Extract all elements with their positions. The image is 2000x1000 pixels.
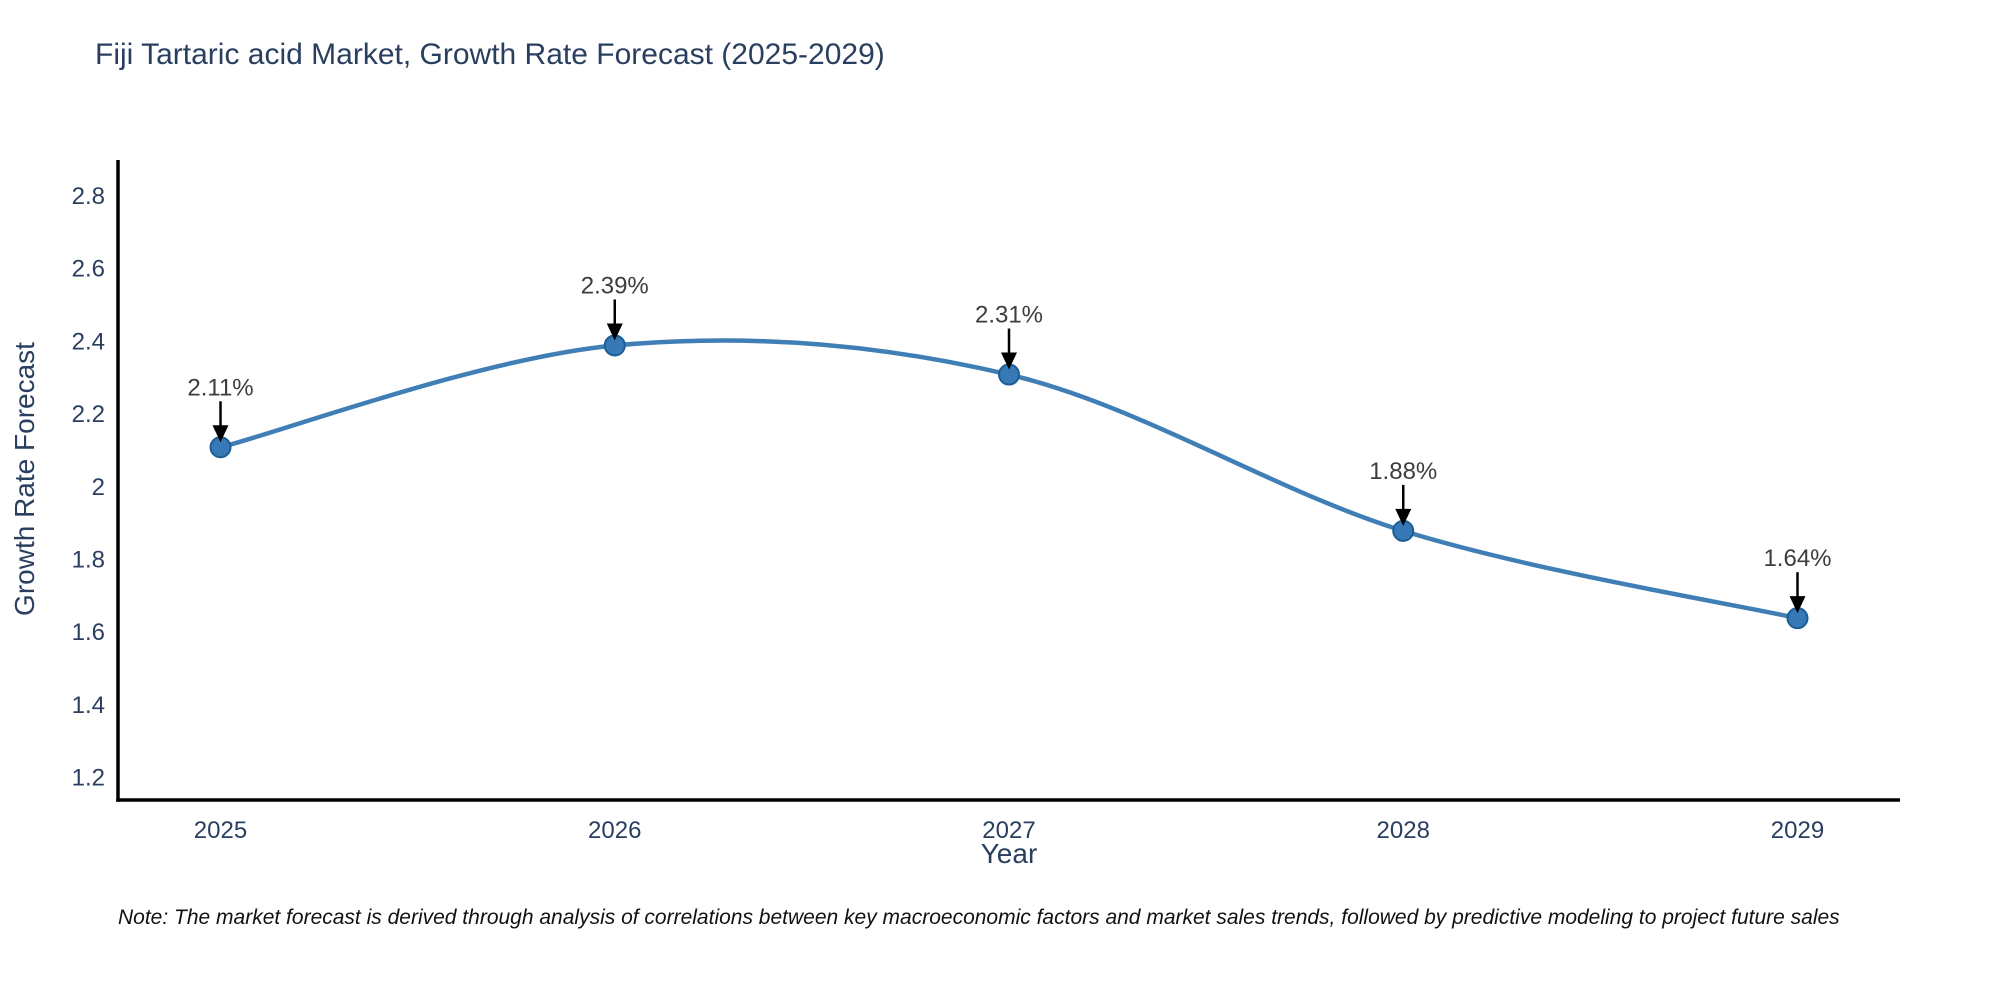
data-point-label: 1.64% — [1763, 545, 1831, 572]
x-tick-label: 2025 — [194, 817, 247, 844]
data-point-label: 2.39% — [581, 272, 649, 299]
annotation-arrow-head — [1001, 352, 1017, 370]
data-point-label: 2.11% — [187, 374, 253, 401]
data-point-label: 1.88% — [1369, 458, 1437, 485]
x-tick-label: 2026 — [588, 817, 641, 844]
y-axis-title: Growth Rate Forecast — [9, 342, 40, 616]
y-tick-label: 2.2 — [72, 401, 105, 428]
annotation-arrow-head — [1789, 596, 1806, 614]
y-tick-label: 2.8 — [72, 183, 105, 210]
data-point-label: 2.31% — [975, 302, 1043, 329]
x-tick-label: 2028 — [1377, 817, 1430, 844]
annotation-arrow-head — [212, 425, 229, 443]
annotation-arrow-head — [606, 323, 623, 341]
y-tick-label: 1.6 — [72, 619, 105, 646]
chart-title: Fiji Tartaric acid Market, Growth Rate F… — [95, 38, 885, 71]
annotation-arrow-head — [1395, 508, 1412, 526]
y-tick-label: 2.6 — [72, 256, 105, 283]
footnote: Note: The market forecast is derived thr… — [118, 906, 1840, 929]
x-tick-label: 2027 — [982, 817, 1035, 844]
x-tick-label: 2029 — [1771, 817, 1824, 844]
y-tick-label: 2.4 — [72, 328, 105, 355]
y-tick-label: 1.8 — [72, 547, 105, 574]
y-tick-label: 1.4 — [72, 692, 105, 719]
y-tick-label: 1.2 — [72, 765, 105, 792]
y-tick-label: 2 — [92, 474, 105, 501]
x-axis-title: Year — [980, 838, 1038, 869]
